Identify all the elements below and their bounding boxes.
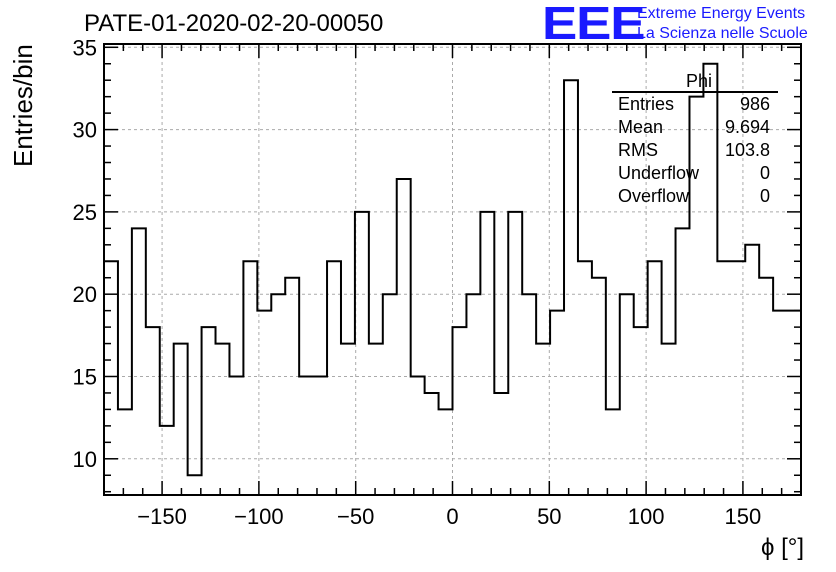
- histogram-bin: [341, 344, 355, 495]
- y-tick-label: 10: [73, 447, 97, 472]
- histogram-bin: [299, 376, 313, 495]
- histogram-bin: [132, 228, 146, 495]
- histogram-bin: [397, 179, 411, 495]
- histogram-bin: [564, 80, 578, 495]
- histogram-bin: [522, 294, 536, 495]
- histogram-bin: [648, 261, 662, 495]
- histogram-bin: [717, 261, 731, 495]
- histogram-bin: [383, 294, 397, 495]
- logo-line2: La Scienza nelle Scuole: [637, 25, 808, 42]
- x-tick-label: −100: [234, 504, 284, 529]
- histogram-bin: [411, 376, 425, 495]
- x-tick-label: −50: [337, 504, 374, 529]
- histogram-bin: [174, 344, 188, 495]
- y-tick-label: 15: [73, 364, 97, 389]
- histogram-bin: [216, 344, 230, 495]
- histogram-bin: [494, 393, 508, 495]
- y-tick-label: 20: [73, 282, 97, 307]
- x-tick-label: 50: [537, 504, 561, 529]
- y-tick-label: 30: [73, 118, 97, 143]
- x-tick-label: 100: [628, 504, 665, 529]
- axis-ticks: [103, 44, 802, 495]
- histogram-bin: [146, 327, 160, 495]
- histogram-bin: [355, 212, 369, 495]
- plot-frame: [103, 43, 802, 496]
- histogram-bin: [620, 294, 634, 495]
- histogram-bin: [550, 311, 564, 495]
- x-tick-label: −150: [137, 504, 187, 529]
- histogram-bin: [634, 327, 648, 495]
- histogram-bin: [229, 376, 243, 495]
- histogram-bin: [425, 393, 439, 495]
- y-axis-label: Entries/bin: [8, 44, 38, 167]
- histogram-outline: [104, 62, 801, 477]
- stats-label: RMS: [618, 140, 658, 160]
- stats-title: Phi: [612, 70, 778, 93]
- stats-label: Mean: [618, 117, 664, 137]
- stats-value: 9.694: [724, 117, 770, 137]
- histogram-bin: [480, 212, 494, 495]
- histogram-bin: [536, 344, 550, 495]
- stats-value: 986: [739, 94, 770, 114]
- histogram-bin: [592, 278, 606, 495]
- histogram-bin: [257, 311, 271, 495]
- histogram-bin: [285, 278, 299, 495]
- histogram-bin: [662, 344, 676, 495]
- y-tick-label: 25: [73, 200, 97, 225]
- histogram-bin: [188, 475, 202, 495]
- histogram-bin: [508, 212, 522, 495]
- histogram-bin: [327, 261, 341, 495]
- x-tick-labels: −150 −100 −50 0 50 100 150: [137, 504, 761, 529]
- histogram-bin: [773, 311, 787, 495]
- stats-row-mean: Mean 9.694: [612, 116, 778, 139]
- logo-line1: Extreme Energy Events: [637, 5, 806, 22]
- histogram-bin: [271, 294, 285, 495]
- histogram-bin: [369, 344, 383, 495]
- eee-logo: EEE: [542, 0, 646, 49]
- y-tick-label: 35: [73, 35, 97, 60]
- stats-row-entries: Entries 986: [612, 93, 778, 116]
- histogram-bin: [759, 278, 773, 495]
- x-tick-label: 0: [446, 504, 458, 529]
- histogram-bin: [745, 245, 759, 495]
- histogram-bin: [466, 294, 480, 495]
- histogram-bin: [439, 409, 453, 495]
- stats-box: Phi Entries 986 Mean 9.694 RMS 103.8 Underf…: [612, 70, 778, 208]
- stats-value: 0: [759, 163, 770, 183]
- stats-row-rms: RMS 103.8: [612, 139, 778, 162]
- plot-title: PATE-01-2020-02-20-00050: [84, 10, 384, 37]
- histogram-bin: [313, 376, 327, 495]
- histogram-bin: [787, 311, 801, 495]
- histogram-bin: [243, 261, 257, 495]
- stats-value: 0: [759, 186, 770, 206]
- logo-caption: Extreme Energy Events La Scienza nelle S…: [637, 4, 808, 44]
- stats-label: Overflow: [618, 186, 690, 206]
- stats-row-underflow: Underflow 0: [612, 162, 778, 185]
- x-axis-label: ϕ [°]: [760, 534, 804, 561]
- stats-label: Entries: [618, 94, 675, 114]
- histogram-bin: [202, 327, 216, 495]
- histogram-bin: [606, 409, 620, 495]
- histogram-bin: [676, 228, 690, 495]
- x-tick-label: 150: [725, 504, 762, 529]
- stats-label: Underflow: [618, 163, 700, 183]
- histogram-bin: [104, 261, 118, 495]
- histogram-bin: [453, 327, 467, 495]
- y-tick-labels: 10 15 20 25 30 35: [73, 35, 97, 471]
- stats-row-overflow: Overflow 0: [612, 185, 778, 208]
- histogram-bin: [578, 261, 592, 495]
- stats-value: 103.8: [724, 140, 770, 160]
- histogram-bin: [118, 409, 132, 495]
